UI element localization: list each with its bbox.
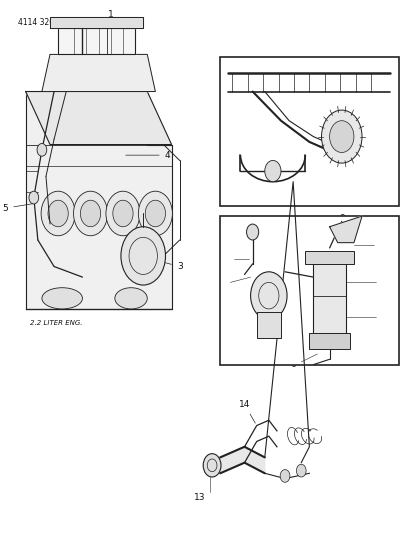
Text: 2: 2 — [81, 42, 126, 54]
Circle shape — [41, 191, 75, 236]
Bar — [257, 312, 281, 338]
Text: 13: 13 — [194, 492, 206, 502]
Text: 12: 12 — [344, 100, 388, 120]
Circle shape — [280, 470, 290, 482]
Circle shape — [37, 143, 47, 156]
Circle shape — [113, 200, 133, 227]
Circle shape — [106, 191, 140, 236]
Circle shape — [73, 191, 108, 236]
Polygon shape — [26, 92, 172, 144]
Text: 1: 1 — [89, 10, 114, 27]
Circle shape — [121, 227, 166, 285]
Polygon shape — [50, 17, 143, 28]
Circle shape — [29, 191, 39, 204]
Bar — [220, 57, 399, 206]
Text: 9: 9 — [339, 214, 345, 223]
Polygon shape — [58, 28, 135, 54]
Text: 4: 4 — [381, 241, 387, 250]
Text: 4: 4 — [381, 312, 387, 321]
Bar — [305, 251, 354, 264]
Bar — [309, 333, 350, 349]
Circle shape — [296, 464, 306, 477]
Circle shape — [48, 200, 68, 227]
Text: 10: 10 — [219, 254, 230, 263]
Text: 8: 8 — [381, 278, 387, 287]
Polygon shape — [330, 216, 362, 243]
Polygon shape — [220, 447, 265, 473]
Circle shape — [322, 110, 362, 163]
Text: 4114 3200: 4114 3200 — [18, 18, 59, 27]
Circle shape — [251, 272, 287, 319]
Circle shape — [145, 200, 166, 227]
Circle shape — [265, 160, 281, 182]
Ellipse shape — [42, 288, 82, 309]
Text: 3: 3 — [142, 256, 182, 271]
Circle shape — [330, 120, 354, 152]
Polygon shape — [42, 54, 155, 92]
Circle shape — [203, 454, 221, 477]
Bar — [220, 216, 399, 365]
Text: 2.2 LITER ENG.: 2.2 LITER ENG. — [30, 319, 82, 326]
Bar — [313, 253, 346, 338]
Text: 11: 11 — [276, 166, 388, 178]
Ellipse shape — [115, 288, 147, 309]
Circle shape — [246, 224, 259, 240]
Text: 5: 5 — [222, 278, 227, 287]
Text: 6: 6 — [290, 360, 296, 369]
Text: 5: 5 — [2, 203, 35, 213]
Text: 14: 14 — [239, 400, 255, 423]
Polygon shape — [26, 92, 172, 309]
Text: 4: 4 — [126, 151, 171, 160]
Circle shape — [80, 200, 101, 227]
Circle shape — [138, 191, 173, 236]
